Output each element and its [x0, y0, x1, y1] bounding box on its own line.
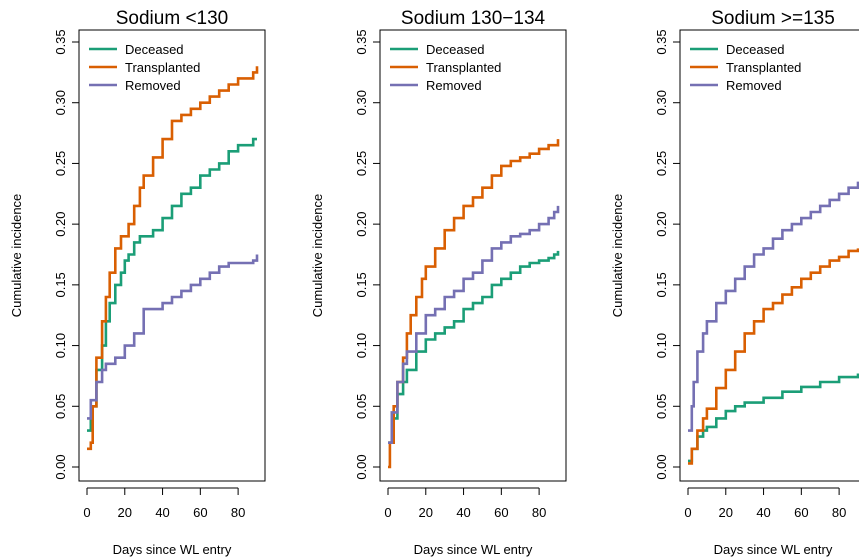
y-tick-label: 0.00: [53, 454, 68, 479]
y-tick-label: 0.15: [53, 272, 68, 297]
y-tick-label: 0.10: [354, 333, 369, 358]
legend-label-deceased: Deceased: [125, 42, 184, 57]
legend-label-deceased: Deceased: [726, 42, 785, 57]
y-tick-label: 0.15: [354, 272, 369, 297]
y-tick-label: 0.30: [654, 90, 669, 115]
series-line-deceased: [87, 137, 257, 432]
y-tick-label: 0.15: [654, 272, 669, 297]
y-tick-label: 0.25: [53, 151, 68, 176]
x-tick-label: 80: [832, 505, 846, 520]
y-tick-label: 0.25: [354, 151, 369, 176]
series-line-removed: [388, 205, 560, 444]
x-tick-label: 60: [794, 505, 808, 520]
x-tick-label: 20: [719, 505, 733, 520]
y-tick-label: 0.20: [654, 211, 669, 236]
y-tick-label: 0.00: [354, 454, 369, 479]
y-tick-label: 0.05: [53, 394, 68, 419]
x-tick-label: 20: [118, 505, 132, 520]
x-tick-label: 60: [193, 505, 207, 520]
y-tick-label: 0.20: [53, 211, 68, 236]
legend-label-transplanted: Transplanted: [426, 60, 501, 75]
x-tick-label: 0: [83, 505, 90, 520]
panel-sodium-130-134: Sodium 130−134 Days since WL entry Cumul…: [310, 8, 567, 557]
x-tick-label: 0: [684, 505, 691, 520]
x-axis-title: Days since WL entry: [414, 542, 533, 557]
y-tick-label: 0.25: [654, 151, 669, 176]
y-tick-label: 0.20: [354, 211, 369, 236]
x-axis-title: Days since WL entry: [113, 542, 232, 557]
legend-label-deceased: Deceased: [426, 42, 485, 57]
series-line-transplanted: [688, 248, 859, 465]
panel-sodium-lt-130: Sodium <130 Days since WL entry Cumulati…: [9, 8, 266, 557]
x-tick-label: 80: [532, 505, 546, 520]
series-line-deceased: [388, 250, 560, 444]
y-tick-label: 0.30: [354, 90, 369, 115]
y-tick-label: 0.05: [654, 394, 669, 419]
panel-title: Sodium <130: [116, 8, 229, 29]
y-axis-title: Cumulative incidence: [9, 194, 24, 318]
x-tick-label: 40: [756, 505, 770, 520]
panel-title: Sodium >=135: [711, 8, 835, 29]
series-line-deceased: [688, 373, 859, 463]
x-tick-label: 40: [456, 505, 470, 520]
series-line-removed: [87, 254, 259, 420]
x-axis-title: Days since WL entry: [714, 542, 833, 557]
y-tick-label: 0.05: [354, 394, 369, 419]
legend-label-removed: Removed: [125, 78, 181, 93]
x-tick-label: 0: [384, 505, 391, 520]
legend-label-transplanted: Transplanted: [125, 60, 200, 75]
y-tick-label: 0.35: [53, 29, 68, 54]
legend-label-removed: Removed: [426, 78, 482, 93]
x-tick-label: 60: [494, 505, 508, 520]
x-tick-label: 40: [155, 505, 169, 520]
panel-title: Sodium 130−134: [401, 8, 546, 29]
x-tick-label: 20: [419, 505, 433, 520]
legend-label-removed: Removed: [726, 78, 782, 93]
y-tick-label: 0.30: [53, 90, 68, 115]
legend-label-transplanted: Transplanted: [726, 60, 801, 75]
x-tick-label: 80: [231, 505, 245, 520]
y-tick-label: 0.00: [654, 454, 669, 479]
series-line-transplanted: [87, 66, 259, 451]
y-tick-label: 0.10: [654, 333, 669, 358]
y-axis-title: Cumulative incidence: [310, 194, 325, 318]
y-tick-label: 0.10: [53, 333, 68, 358]
y-tick-label: 0.35: [654, 29, 669, 54]
y-axis-title: Cumulative incidence: [610, 194, 625, 318]
panel-sodium-gte-135: Sodium >=135 Days since WL entry Cumulat…: [610, 8, 859, 557]
y-tick-label: 0.35: [354, 29, 369, 54]
series-line-removed: [688, 181, 859, 432]
